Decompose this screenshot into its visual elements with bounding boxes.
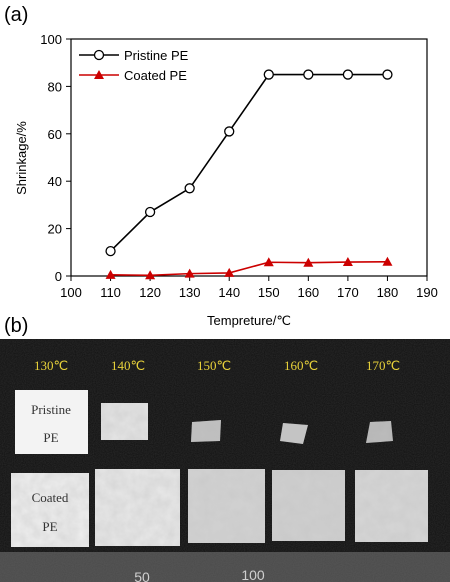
temp-label-140: 140℃ [111,358,145,373]
series-layer [105,69,393,280]
pristine-sample-140 [101,403,148,440]
coated-label-line2: PE [42,519,57,534]
data-point [303,257,314,267]
y-axis: 0 20 40 60 80 100 [40,32,71,284]
temp-label-130: 130℃ [34,358,68,373]
data-point [105,245,116,257]
y-tick-label: 20 [48,222,62,237]
series-line-1 [110,260,388,277]
panel-b-label: (b) [4,315,28,337]
coated-sample-150 [188,469,265,543]
temp-label-150: 150℃ [197,358,231,373]
y-tick-label: 40 [48,174,62,189]
ruler-mark-100: 100 [241,567,265,582]
data-point [342,257,353,267]
panel-a-label: (a) [4,4,28,26]
x-tick-label: 180 [377,285,399,300]
data-point [145,270,156,280]
legend-label-coated: Coated PE [124,68,187,83]
y-tick-label: 100 [40,32,62,47]
y-tick-label: 80 [48,79,62,94]
coated-label-line1: Coated [32,490,69,505]
x-axis-title: Tempreture/℃ [207,313,291,328]
pristine-sample-160 [280,423,308,444]
x-tick-label: 130 [179,285,201,300]
x-tick-label: 150 [258,285,280,300]
pristine-label-line1: Pristine [31,402,71,417]
coated-sample-label-card [11,473,89,547]
pristine-sample-150 [191,420,221,442]
x-tick-label: 170 [337,285,359,300]
plot-frame [70,38,428,277]
coated-sample-140 [95,469,180,546]
data-point [184,183,195,194]
data-point [224,126,235,137]
data-point [382,256,393,266]
ruler-mark-50: 50 [134,569,150,582]
pristine-sample-170 [366,421,393,443]
chart: 100 110 120 130 140 150 160 170 180 190 0 20 40 60 80… [14,32,438,328]
series-line-0 [109,73,388,252]
x-tick-label: 120 [139,285,161,300]
legend: Pristine PE Coated PE [79,48,189,83]
x-tick-label: 190 [416,285,438,300]
coated-sample-170 [355,470,428,542]
data-point [342,69,354,80]
data-point [105,269,116,279]
legend-label-pristine: Pristine PE [124,48,189,63]
y-tick-label: 60 [48,127,62,142]
x-axis: 100 110 120 130 140 150 160 170 180 190 [60,276,438,300]
x-tick-label: 110 [100,285,121,300]
x-tick-label: 100 [60,285,82,300]
x-tick-label: 140 [218,285,240,300]
data-point [144,206,156,218]
y-axis-title: Shrinkage/% [14,121,29,195]
data-point [382,69,393,80]
y-tick-label: 0 [55,269,62,284]
temp-label-160: 160℃ [284,358,318,373]
x-tick-label: 160 [297,285,319,300]
data-point [184,268,195,278]
data-point [263,257,274,267]
legend-marker-pristine [93,49,105,61]
coated-sample-160 [272,470,345,541]
pristine-label-line2: PE [43,430,58,445]
photo: 130℃ 140℃ 150℃ 160℃ 170℃ Pristine PE [0,339,450,582]
ruler: 50 100 [0,552,450,582]
data-point [263,69,274,80]
temp-label-170: 170℃ [366,358,400,373]
pristine-sample-label-card [15,390,88,454]
data-point [224,267,235,277]
data-point [303,69,314,80]
legend-marker-coated [94,70,104,79]
